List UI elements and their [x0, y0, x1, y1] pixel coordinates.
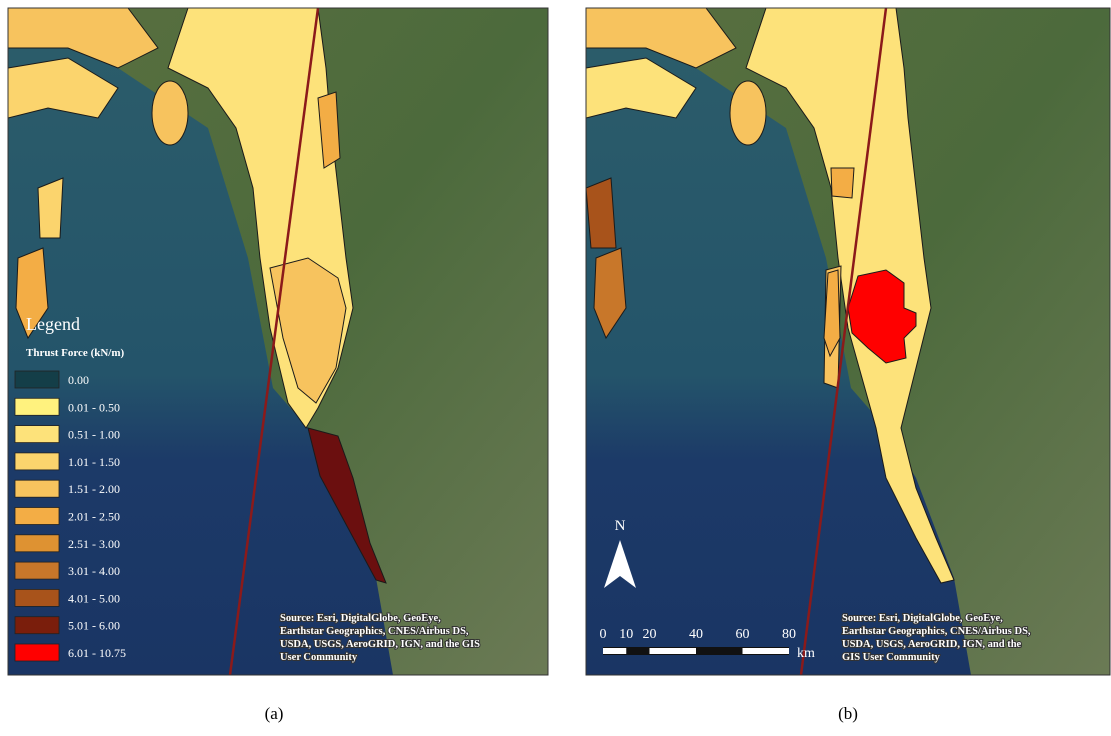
legend-label: 4.01 - 5.00	[68, 591, 120, 605]
panel-label: (b)	[838, 704, 858, 723]
source-credit: USDA, USGS, AeroGRID, IGN, and the	[842, 639, 1022, 650]
source-credit: GIS User Community	[842, 652, 941, 663]
legend-swatch	[15, 644, 59, 661]
legend-swatch	[15, 371, 59, 388]
legend-label: 0.51 - 1.00	[68, 428, 120, 442]
source-credit: Source: Esri, DigitalGlobe, GeoEye,	[842, 613, 1003, 624]
map-panel: Source: Esri, DigitalGlobe, GeoEye, Earth…	[8, 8, 548, 675]
legend-swatch	[15, 508, 59, 525]
legend-label: 2.01 - 2.50	[68, 510, 120, 524]
panel-label: (a)	[265, 704, 284, 723]
legend-heading: Legend	[26, 314, 80, 334]
scale-bar-segment	[650, 648, 697, 654]
legend-label: 0.00	[68, 373, 89, 387]
legend-label: 1.01 - 1.50	[68, 455, 120, 469]
legend-swatch	[15, 617, 59, 634]
figure: Source: Esri, DigitalGlobe, GeoEye, Earth…	[0, 0, 1111, 731]
legend-swatch	[15, 562, 59, 579]
scale-tick-label: 0	[600, 627, 607, 642]
scale-tick-label: 80	[782, 627, 796, 642]
legend-swatch	[15, 426, 59, 443]
source-credit: Source: Esri, DigitalGlobe, GeoEye,	[280, 613, 441, 624]
source-credit: Earthstar Geographics, CNES/Airbus DS,	[842, 626, 1031, 637]
legend-swatch	[15, 398, 59, 415]
scale-bar-segment	[743, 648, 790, 654]
north-label: N	[615, 518, 626, 534]
legend-label: 0.01 - 0.50	[68, 400, 120, 414]
legend-title: Thrust Force (kN/m)	[26, 347, 125, 359]
legend-label: 5.01 - 6.00	[68, 619, 120, 633]
scale-tick-label: 40	[689, 627, 703, 642]
legend-swatch	[15, 480, 59, 497]
source-credit: USDA, USGS, AeroGRID, IGN, and the GIS	[280, 639, 480, 650]
source-credit: Earthstar Geographics, CNES/Airbus DS,	[280, 626, 469, 637]
scale-tick-label: 60	[736, 627, 750, 642]
legend-label: 3.01 - 4.00	[68, 564, 120, 578]
legend-swatch	[15, 535, 59, 552]
map-panel: Source: Esri, DigitalGlobe, GeoEye, Earth…	[586, 8, 1110, 675]
legend-swatch	[15, 453, 59, 470]
scale-bar-segment	[603, 648, 626, 654]
legend-label: 6.01 - 10.75	[68, 646, 126, 660]
scale-tick-label: 10	[619, 627, 633, 642]
legend-label: 1.51 - 2.00	[68, 482, 120, 496]
legend-label: 2.51 - 3.00	[68, 537, 120, 551]
scale-unit: km	[797, 646, 815, 661]
scale-tick-label: 20	[643, 627, 657, 642]
legend-swatch	[15, 589, 59, 606]
source-credit: User Community	[280, 652, 358, 663]
